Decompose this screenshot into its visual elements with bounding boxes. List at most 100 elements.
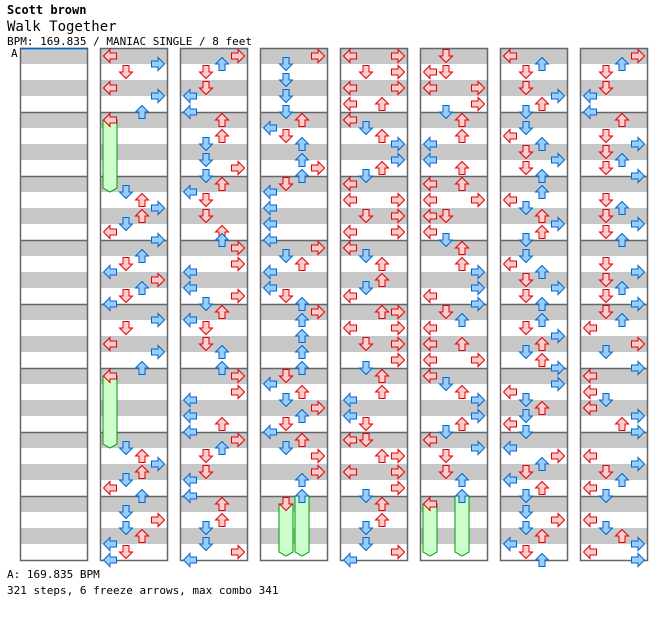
left-arrow-icon [262,424,277,440]
left-arrow-icon [422,80,437,96]
down-arrow-icon [358,361,374,376]
beat-stripe [340,208,408,224]
beat-stripe [580,240,648,256]
beat-stripe [500,208,568,224]
left-arrow-icon [182,88,197,104]
right-arrow-icon [471,352,486,368]
down-arrow-icon [278,441,294,456]
up-arrow-icon [134,488,150,503]
right-arrow-icon [631,552,646,568]
up-arrow-icon [294,256,310,271]
up-arrow-icon [374,496,390,511]
down-arrow-icon [518,465,534,480]
beat-stripe [100,336,168,352]
up-arrow-icon [294,408,310,423]
left-arrow-icon [102,112,117,128]
up-arrow-icon [294,384,310,399]
down-arrow-icon [278,89,294,104]
right-arrow-icon [311,304,326,320]
beat-stripe [20,496,88,512]
down-arrow-icon [198,465,214,480]
beat-stripe [180,80,248,96]
left-arrow-icon [422,192,437,208]
beat-stripe [100,48,168,64]
freeze-arrow-body [294,495,310,557]
right-arrow-icon [471,280,486,296]
left-arrow-icon [582,544,597,560]
down-arrow-icon [518,321,534,336]
left-arrow-icon [502,440,517,456]
right-arrow-icon [631,408,646,424]
down-arrow-icon [598,393,614,408]
down-arrow-icon [278,129,294,144]
right-arrow-icon [551,216,566,232]
down-arrow-icon [438,465,454,480]
beat-stripe [260,464,328,480]
left-arrow-icon [582,448,597,464]
down-arrow-icon [518,393,534,408]
beat-stripe [260,176,328,192]
left-arrow-icon [342,408,357,424]
up-arrow-icon [374,128,390,143]
right-arrow-icon [551,512,566,528]
beat-stripe [260,528,328,544]
beat-stripe [20,48,88,64]
beat-stripe [260,272,328,288]
down-arrow-icon [278,497,294,512]
up-arrow-icon [614,200,630,215]
right-arrow-icon [391,544,406,560]
up-arrow-icon [214,496,230,511]
down-arrow-icon [518,409,534,424]
beat-stripe [180,464,248,480]
beat-stripe [260,80,328,96]
chart-column [19,47,89,562]
left-arrow-icon [182,264,197,280]
down-arrow-icon [518,121,534,136]
beat-stripe [500,496,568,512]
beat-stripe [420,48,488,64]
down-arrow-icon [598,257,614,272]
beat-stripe [20,208,88,224]
beat-stripe [180,272,248,288]
down-arrow-icon [598,161,614,176]
up-arrow-icon [454,176,470,191]
beat-stripe [420,240,488,256]
down-arrow-icon [598,81,614,96]
chart-column [259,47,329,562]
up-arrow-icon [454,112,470,127]
beat-stripe [260,496,328,512]
up-arrow-icon [534,184,550,199]
down-arrow-icon [518,425,534,440]
down-arrow-icon [198,153,214,168]
right-arrow-icon [311,48,326,64]
left-arrow-icon [262,216,277,232]
column-border [579,47,649,562]
up-arrow-icon [534,352,550,367]
left-arrow-icon [342,80,357,96]
down-arrow-icon [358,417,374,432]
up-arrow-icon [214,56,230,71]
right-arrow-icon [231,240,246,256]
up-arrow-icon [374,96,390,111]
down-arrow-icon [198,169,214,184]
left-arrow-icon [262,376,277,392]
up-arrow-icon [454,472,470,487]
beat-stripe [580,48,648,64]
up-arrow-icon [534,336,550,351]
beat-stripe [420,208,488,224]
beat-stripe [500,272,568,288]
left-arrow-icon [422,288,437,304]
down-arrow-icon [358,337,374,352]
up-arrow-icon [294,136,310,151]
right-arrow-icon [631,216,646,232]
right-arrow-icon [391,336,406,352]
right-arrow-icon [471,80,486,96]
left-arrow-icon [342,112,357,128]
beat-stripe [20,368,88,384]
beat-stripe [500,80,568,96]
beat-stripe [420,144,488,160]
down-arrow-icon [278,393,294,408]
bpm-marker-label: A [11,47,18,60]
right-arrow-icon [391,80,406,96]
